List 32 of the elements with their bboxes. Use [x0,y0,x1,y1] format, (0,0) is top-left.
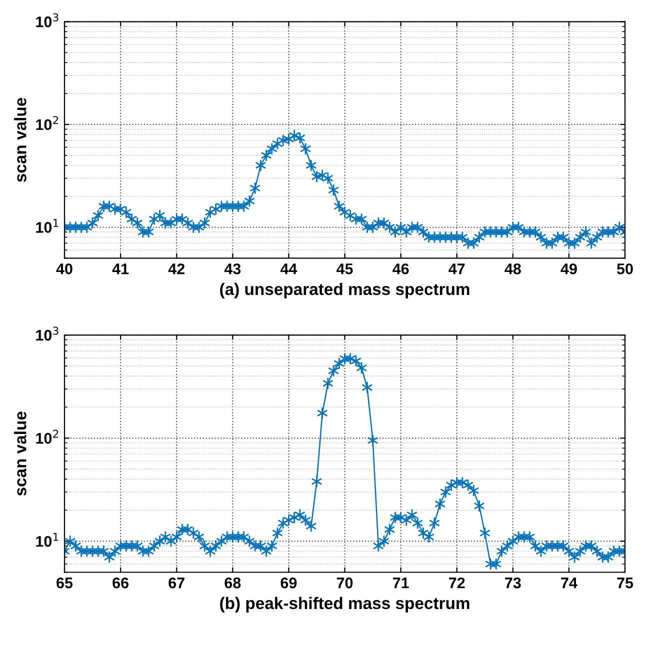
y-tick-label: 10$^{1}$ [36,219,58,233]
y-tick-label: 10$^{2}$ [36,116,58,130]
x-tick-label: 43 [224,263,241,274]
x-tick-label: 68 [224,578,241,588]
x-tick-label: 49 [560,263,577,274]
x-tick-label: 41 [112,264,129,274]
y-axis-title: scan value [14,412,26,496]
x-axis-title: (b) peak-shifted mass spectrum [220,596,470,612]
x-tick-label: 73 [505,578,521,588]
x-tick-label: 46 [392,263,409,274]
x-tick-label: 70 [336,578,353,588]
y-tick-label: 10$^{2}$ [36,430,58,444]
x-tick-label: 72 [449,578,465,588]
y-tick-label: 10$^{3}$ [36,13,58,28]
x-tick-label: 47 [448,264,465,274]
y-tick-label: 10$^{3}$ [36,326,58,341]
x-tick-label: 66 [112,578,128,588]
y-axis-title: scan value [14,98,26,182]
x-tick-label: 50 [616,263,633,274]
x-tick-label: 48 [504,263,521,274]
x-tick-label: 44 [280,264,298,274]
x-axis-title: (a) unseparated mass spectrum [220,282,470,298]
x-tick-label: 40 [56,263,72,274]
x-tick-label: 71 [392,578,409,588]
x-tick-label: 42 [168,263,184,274]
x-tick-label: 45 [336,264,353,274]
x-tick-label: 65 [56,578,73,588]
y-tick-label: 10$^{1}$ [36,533,58,547]
x-tick-label: 67 [168,578,184,588]
x-tick-label: 75 [617,578,634,588]
x-tick-label: 69 [280,578,297,588]
x-tick-label: 74 [561,578,578,588]
